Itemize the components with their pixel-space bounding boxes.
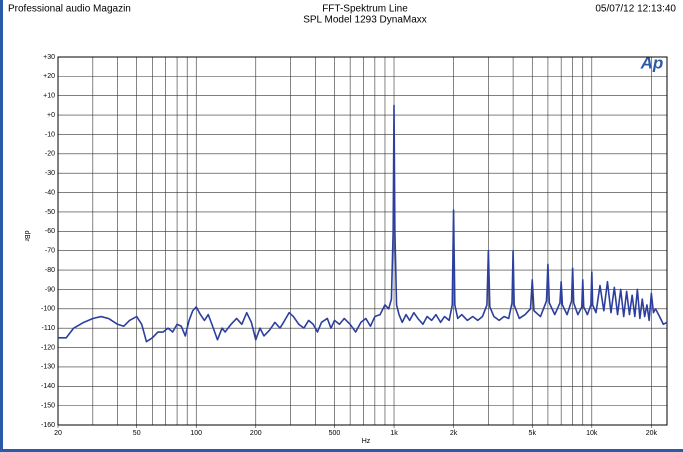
chart-title: FFT-Spektrum Line (322, 4, 408, 15)
plot-frame (57, 56, 668, 426)
y-tick-label: -90 (45, 286, 55, 293)
x-tick-label: 10k (586, 430, 598, 437)
y-tick-label: -160 (41, 422, 55, 429)
x-tick-label: 5k (529, 430, 537, 437)
y-tick-label: -130 (41, 364, 55, 371)
y-tick-label: -40 (45, 189, 55, 196)
y-tick-label: -70 (45, 248, 55, 255)
y-tick-label: +30 (43, 54, 55, 61)
x-tick-label: 2k (450, 430, 458, 437)
y-tick-label: -80 (45, 267, 55, 274)
y-tick-label: +0 (47, 112, 55, 119)
x-tick-label: 20k (646, 430, 658, 437)
window-border (0, 0, 3, 452)
x-tick-label: 20 (54, 430, 62, 437)
y-tick-label: -30 (45, 170, 55, 177)
y-tick-label: -100 (41, 306, 55, 313)
y-tick-label: -120 (41, 344, 55, 351)
y-tick-label: -60 (45, 228, 55, 235)
x-tick-label: 200 (250, 430, 262, 437)
y-tick-label: -110 (42, 325, 56, 332)
y-tick-label: +10 (43, 93, 55, 100)
x-tick-label: 500 (329, 430, 341, 437)
spectrum-line (58, 104, 668, 343)
timestamp: 05/07/12 12:13:40 (595, 4, 676, 15)
y-tick-label: -20 (45, 151, 55, 158)
window-border (0, 449, 683, 452)
x-tick-label: 1k (390, 430, 398, 437)
y-tick-label: -50 (45, 209, 55, 216)
y-tick-label: -10 (45, 131, 55, 138)
x-tick-label: 50 (133, 430, 141, 437)
x-axis-label: Hz (362, 438, 371, 445)
magazine-name: Professional audio Magazin (8, 4, 131, 15)
y-tick-label: -140 (41, 383, 55, 390)
y-tick-label: +20 (43, 73, 55, 80)
x-tick-label: 100 (190, 430, 202, 437)
chart-subtitle: SPL Model 1293 DynaMaxx (303, 15, 427, 26)
y-tick-label: -150 (41, 402, 55, 409)
y-axis-label: dBr (23, 231, 30, 243)
